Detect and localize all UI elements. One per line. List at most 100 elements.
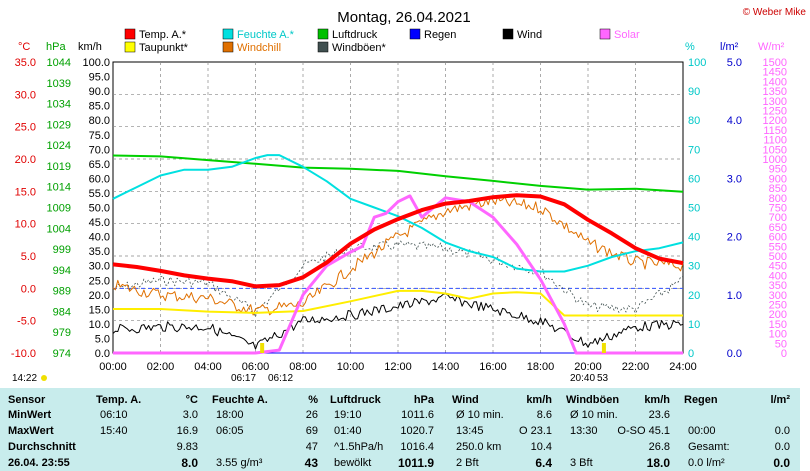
pressure-tick: 979 <box>53 327 71 339</box>
table-header-unit: hPa <box>413 394 434 406</box>
rain-tick: 2.0 <box>727 232 742 244</box>
time-tick: 22:00 <box>622 361 650 373</box>
table-cell-value: 0.0 <box>773 456 790 470</box>
table-cell-note: 13:30 <box>570 425 598 437</box>
legend-swatch <box>124 41 136 53</box>
legend-swatch <box>502 28 514 40</box>
pressure-tick: 1019 <box>47 161 71 173</box>
wind-tick: 60.0 <box>89 173 110 185</box>
legend-swatch <box>317 41 329 53</box>
solar-tick: 1050 <box>763 144 787 156</box>
table-cell-value: 23.6 <box>648 409 670 421</box>
table-cell-note: 13:45 <box>456 425 484 437</box>
solar-tick: 650 <box>769 222 787 234</box>
solar-tick: 1400 <box>763 76 787 88</box>
table-header-unit: °C <box>185 394 198 406</box>
wind-unit: km/h <box>78 41 102 53</box>
legend-swatch <box>409 28 421 40</box>
wind-tick: 100.0 <box>82 57 110 69</box>
table-row-label: MinWert <box>8 409 52 421</box>
humidity-unit: % <box>685 41 695 53</box>
pressure-tick: 984 <box>53 306 71 318</box>
solar-tick: 1500 <box>763 57 787 69</box>
table-row-label: 26.04. 23:55 <box>8 457 70 469</box>
table-header: Luftdruck <box>330 394 381 406</box>
pressure-tick: 1024 <box>47 140 71 152</box>
solar-tick: 1250 <box>763 106 787 118</box>
wind-tick: 0.0 <box>95 348 110 360</box>
solar-tick: 600 <box>769 232 787 244</box>
time-label: 14:22 <box>12 373 37 384</box>
table-cell-note: 00:00 <box>688 425 716 437</box>
pressure-tick: 974 <box>53 348 71 360</box>
table-cell-note: 01:40 <box>334 425 362 437</box>
legend-label: Wind <box>517 29 542 41</box>
sunrise-marker <box>260 343 265 353</box>
temp-tick: -10.0 <box>11 348 36 360</box>
table-cell-note: 15:40 <box>100 425 128 437</box>
solar-tick: 1300 <box>763 96 787 108</box>
wind-tick: 90.0 <box>89 86 110 98</box>
time-tick: 24:00 <box>669 361 697 373</box>
pressure-tick: 1009 <box>47 203 71 215</box>
solar-tick: 400 <box>769 270 787 282</box>
table-cell-note: ^1.5hPa/h <box>334 441 384 453</box>
wind-tick: 50.0 <box>89 203 110 215</box>
solar-tick: 850 <box>769 183 787 195</box>
table-cell-note: 06:10 <box>100 409 128 421</box>
pressure-tick: 994 <box>53 265 71 277</box>
humidity-tick: 10 <box>688 319 700 331</box>
table-cell-value: 3.0 <box>182 409 198 421</box>
sun-icon <box>41 375 47 381</box>
solar-tick: 250 <box>769 300 787 312</box>
solar-tick: 0 <box>781 348 787 360</box>
table-cell-value: 6.4 <box>535 456 552 470</box>
legend-swatch <box>222 28 234 40</box>
wind-tick: 45.0 <box>89 217 110 229</box>
table-cell-value: 1020.7 <box>400 425 434 437</box>
legend-label: Luftdruck <box>332 29 378 41</box>
humidity-tick: 50 <box>688 203 700 215</box>
solar-tick: 450 <box>769 261 787 273</box>
temp-tick: 10.0 <box>15 219 36 231</box>
table-cell-note: Gesamt: <box>688 441 730 453</box>
legend-label: Windböen* <box>332 42 387 54</box>
table-cell-note: Ø 10 min. <box>570 409 618 421</box>
temp-tick: 5.0 <box>21 251 36 263</box>
table-cell-note: 19:10 <box>334 409 362 421</box>
table-header: Wind <box>452 394 479 406</box>
temp-tick: -5.0 <box>17 316 36 328</box>
solar-tick: 150 <box>769 319 787 331</box>
table-header-unit: km/h <box>526 394 552 406</box>
table-header-unit: % <box>308 394 318 406</box>
humidity-tick: 40 <box>688 232 700 244</box>
table-cell-value: O-SO 45.1 <box>617 425 670 437</box>
wind-tick: 85.0 <box>89 101 110 113</box>
solar-tick: 1150 <box>763 125 787 137</box>
humidity-tick: 20 <box>688 290 700 302</box>
table-cell-value: 18.0 <box>646 456 670 470</box>
wind-tick: 5.0 <box>95 333 110 345</box>
solar-tick: 1100 <box>763 135 787 147</box>
series-line-solar <box>113 194 683 355</box>
temp-tick: 35.0 <box>15 57 36 69</box>
sun-markers: 06:17 06:12 20:40 53 14:22 <box>12 343 609 384</box>
series-line-tempa <box>112 193 684 289</box>
table-header: Feuchte A. <box>212 394 268 406</box>
wind-tick: 40.0 <box>89 232 110 244</box>
wind-tick: 95.0 <box>89 72 110 84</box>
wind-tick: 25.0 <box>89 275 110 287</box>
wind-tick: 75.0 <box>89 130 110 142</box>
temp-unit: °C <box>18 41 30 53</box>
table-cell-value: 16.9 <box>176 425 198 437</box>
humidity-tick: 60 <box>688 173 700 185</box>
table-cell-note: Ø 10 min. <box>456 409 504 421</box>
table-header-unit: l/m² <box>770 394 790 406</box>
legend-swatch <box>124 28 136 40</box>
axis-units: °C hPa km/h% l/m² W/m² <box>18 41 785 53</box>
copyright-label: © Weber Mike <box>743 7 807 18</box>
table-header-unit: km/h <box>644 394 670 406</box>
wind-tick: 30.0 <box>89 261 110 273</box>
table-cell-value: 1011.9 <box>397 456 434 470</box>
